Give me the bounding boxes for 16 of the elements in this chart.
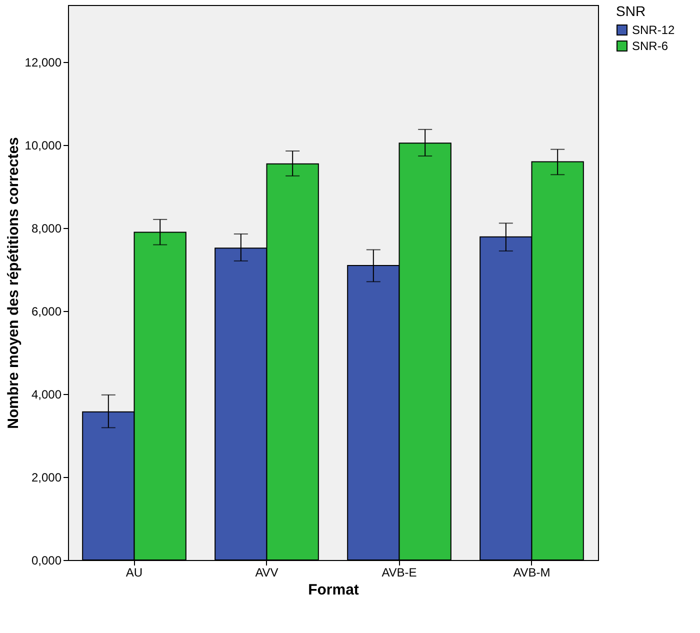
x-axis-title: Format xyxy=(308,582,359,598)
x-tick-label: AVV xyxy=(255,566,278,580)
y-tick-label: 0,000 xyxy=(31,554,62,568)
x-tick-label: AU xyxy=(126,566,143,580)
x-tick-label: AVB-M xyxy=(513,566,550,580)
legend-label: SNR-12 xyxy=(632,23,676,37)
y-tick-label: 4,000 xyxy=(31,388,62,402)
y-tick-label: 2,000 xyxy=(31,470,62,485)
y-tick-label: 12,000 xyxy=(24,56,62,70)
legend-title: SNR xyxy=(616,3,646,19)
legend-label: SNR-6 xyxy=(632,39,668,53)
y-tick-label: 10,000 xyxy=(24,138,62,153)
y-axis-title: Nombre moyen des répétitions correctes xyxy=(4,137,22,429)
x-tick-label: AVB-E xyxy=(382,566,417,580)
y-tick-label: 8,000 xyxy=(31,222,62,236)
y-tick-label: 6,000 xyxy=(31,304,62,319)
